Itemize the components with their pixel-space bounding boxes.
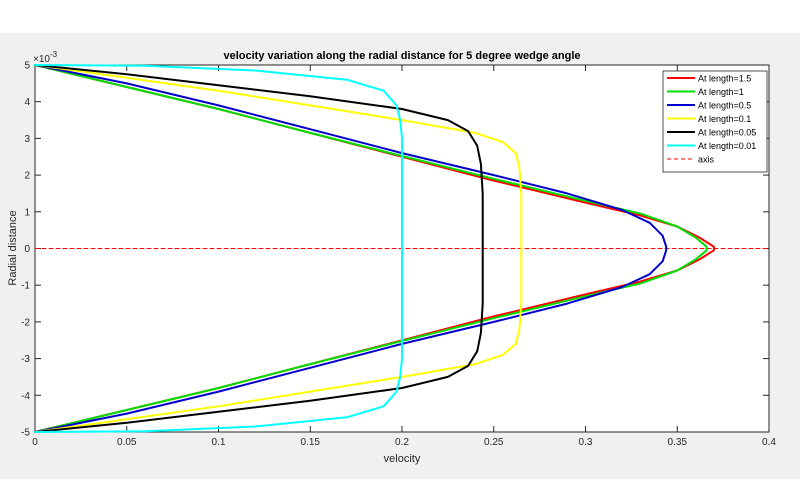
x-tick-label: 0.3	[579, 437, 593, 448]
y-tick-label: 0	[24, 244, 30, 255]
x-tick-label: 0.1	[212, 437, 226, 448]
legend-box	[662, 70, 768, 173]
y-tick-label: -2	[21, 317, 30, 328]
y-tick-label: 4	[24, 97, 30, 108]
top-strip	[0, 0, 800, 33]
x-tick-label: 0.25	[484, 437, 504, 448]
y-exponent-base: ×10	[33, 54, 50, 65]
y-tick-label: -5	[21, 428, 30, 439]
legend-label: At length=1.5	[698, 74, 751, 84]
chart-title: velocity variation along the radial dist…	[224, 50, 581, 62]
y-exponent: ×10-3	[33, 50, 58, 65]
x-tick-label: 0.4	[762, 437, 776, 448]
series-layer	[34, 64, 770, 433]
legend-label: At length=0.01	[698, 141, 756, 151]
y-tick-label: -1	[21, 281, 30, 292]
x-tick-label: 0.05	[117, 437, 137, 448]
y-tick-label: -3	[21, 354, 30, 365]
legend-label: axis	[698, 155, 715, 165]
legend-label: At length=0.05	[698, 128, 756, 138]
series-line-at-length-0-1	[34, 64, 523, 433]
x-tick-label: 0.15	[301, 437, 321, 448]
x-axis-label: velocity	[384, 453, 421, 465]
series-line-at-length-0-5	[34, 64, 668, 433]
y-tick-label: 5	[24, 61, 30, 72]
legend: At length=1.5 At length=1 At length=0.5 At …	[662, 70, 768, 173]
y-exponent-power: -3	[50, 50, 58, 59]
y-tick-label: 3	[24, 134, 30, 145]
series-line-at-length-1	[34, 64, 708, 433]
y-tick-label: 1	[24, 207, 30, 218]
y-tick-label: 2	[24, 171, 30, 182]
y-tick-label: -4	[21, 391, 30, 402]
legend-label: At length=0.5	[698, 101, 751, 111]
series-line-at-length-0-05	[34, 64, 484, 433]
x-tick-label: 0.35	[668, 437, 688, 448]
legend-items: At length=1.5 At length=1 At length=0.5 At …	[667, 74, 756, 165]
legend-label: At length=1	[698, 87, 744, 97]
series-line-at-length-0-01	[34, 64, 403, 433]
legend-label: At length=0.1	[698, 114, 751, 124]
y-axis-label: Radial distance	[7, 210, 19, 285]
x-tick-label: 0	[32, 437, 38, 448]
x-tick-label: 0.2	[395, 437, 409, 448]
